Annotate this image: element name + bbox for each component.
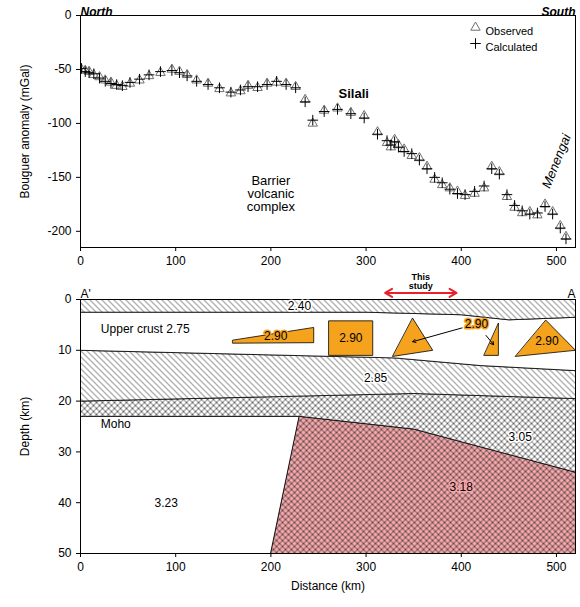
svg-text:100: 100 [166, 560, 186, 574]
svg-text:Observed: Observed [486, 25, 534, 37]
svg-text:2.90: 2.90 [465, 317, 489, 331]
svg-text:2.90: 2.90 [264, 329, 288, 343]
svg-text:A': A' [81, 287, 91, 301]
svg-text:3.18: 3.18 [450, 480, 474, 494]
svg-text:Moho: Moho [101, 417, 131, 431]
svg-text:500: 500 [546, 254, 566, 268]
svg-text:Calculated: Calculated [486, 41, 538, 53]
svg-text:400: 400 [451, 254, 471, 268]
svg-text:50: 50 [58, 546, 72, 560]
svg-text:200: 200 [261, 560, 281, 574]
svg-text:3.23: 3.23 [154, 496, 178, 510]
svg-text:-200: -200 [47, 224, 71, 238]
svg-text:2.90: 2.90 [535, 334, 559, 348]
svg-text:A: A [567, 287, 575, 301]
svg-text:Thisstudy: Thisstudy [409, 272, 433, 291]
svg-text:2.85: 2.85 [364, 371, 388, 385]
svg-text:100: 100 [166, 254, 186, 268]
svg-text:300: 300 [356, 560, 376, 574]
svg-text:300: 300 [356, 254, 376, 268]
svg-text:3.05: 3.05 [509, 430, 533, 444]
svg-text:-150: -150 [47, 170, 71, 184]
svg-text:500: 500 [546, 560, 566, 574]
svg-text:0: 0 [77, 560, 84, 574]
svg-text:2.90: 2.90 [339, 331, 363, 345]
svg-text:0: 0 [77, 254, 84, 268]
svg-text:-100: -100 [47, 116, 71, 130]
svg-text:-50: -50 [54, 62, 72, 76]
svg-text:Depth (km): Depth (km) [18, 397, 32, 456]
svg-text:Distance (km): Distance (km) [291, 579, 365, 593]
svg-text:Menengai: Menengai [538, 131, 574, 191]
svg-text:South: South [542, 5, 576, 19]
svg-text:Barriervolcaniccomplex: Barriervolcaniccomplex [247, 173, 296, 214]
svg-text:Upper crust 2.75: Upper crust 2.75 [101, 322, 190, 336]
svg-text:10: 10 [58, 343, 72, 357]
svg-text:400: 400 [451, 560, 471, 574]
svg-text:200: 200 [261, 254, 281, 268]
svg-text:Silali: Silali [339, 86, 369, 101]
svg-text:20: 20 [58, 394, 72, 408]
svg-text:2.40: 2.40 [288, 299, 312, 313]
svg-text:30: 30 [58, 445, 72, 459]
svg-text:40: 40 [58, 496, 72, 510]
svg-text:Bouguer anomaly (mGal): Bouguer anomaly (mGal) [18, 64, 32, 198]
svg-text:0: 0 [65, 8, 72, 22]
svg-text:North: North [81, 5, 113, 19]
svg-text:0: 0 [65, 292, 72, 306]
